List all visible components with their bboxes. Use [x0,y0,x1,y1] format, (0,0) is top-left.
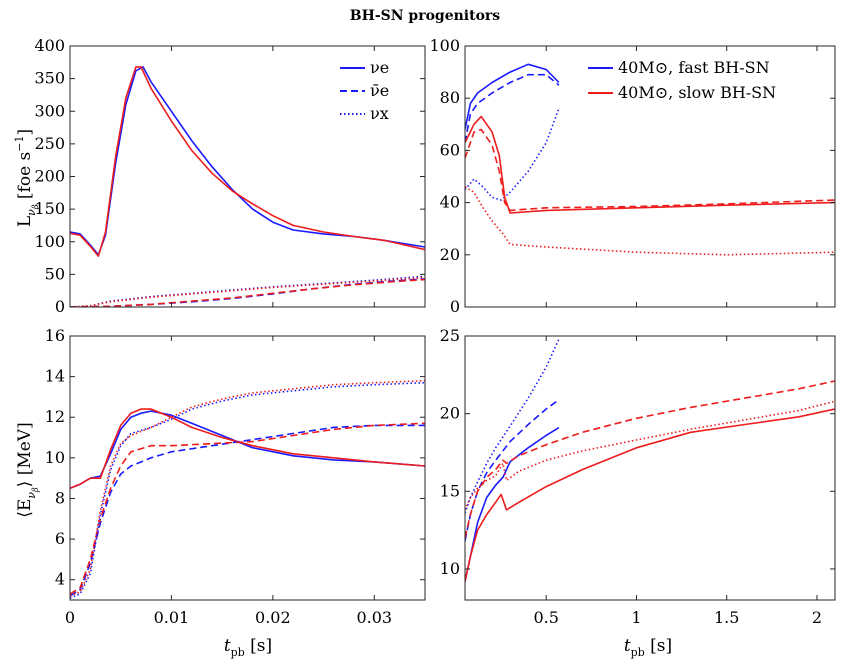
panel-top-left: 0 50 100 150 200 250 300 350 400 νe ν̄e νx [34,36,426,316]
y-tick-label: 400 [34,36,65,55]
x-tick-label: 0.01 [154,608,190,627]
y-tick-label: 300 [34,101,65,120]
y-tick-label: 200 [34,167,65,186]
series-line-2 [465,108,560,201]
series-group [70,379,425,599]
panel-bottom-right: 10 15 20 25 0.5 1 1.5 2 [440,326,836,627]
y-tick-label: 15 [440,481,460,500]
axes-frame [464,45,836,308]
legend: 40M⊙, fast BH-SN 40M⊙, slow BH-SN [588,58,776,102]
series-line-4 [465,380,835,539]
y-tick-label: 50 [45,264,65,283]
legend-label: ν̄e [370,81,389,100]
series-line-5 [70,379,425,597]
xlabel-right: tpb [s] [624,636,672,659]
y-tick-label: 0 [450,297,460,316]
series-line-3 [70,278,425,307]
series-line-3 [465,408,835,582]
y-tick-label: 12 [45,407,65,426]
y-tick-label: 0 [55,297,65,316]
y-tick-label: 350 [34,69,65,88]
panel-top-right: 0 20 40 60 80 100 40M⊙, fast BH-SN 40M⊙, slow B… [429,36,836,316]
x-tick-label: 2 [812,608,822,627]
y-tick-label: 60 [440,140,460,159]
series-line-5 [465,186,835,256]
y-tick-label: 10 [440,559,460,578]
figure-title: BH-SN progenitors [350,8,501,24]
xlabel-left: tpb [s] [224,636,272,659]
series-group [465,338,835,582]
series-line-2 [465,338,560,514]
series-line-1 [465,399,560,542]
y-tick-label: 250 [34,134,65,153]
axes-frame [69,335,426,601]
series-line-0 [465,63,560,130]
legend: νe ν̄e νx [340,58,389,123]
legend-label: 40M⊙, fast BH-SN [618,58,770,77]
x-tick-label: 0.03 [356,608,392,627]
series-line-3 [465,115,835,214]
series-line-1 [70,66,425,257]
axes-frame [464,335,836,601]
y-tick-label: 10 [45,448,65,467]
x-tick-label: 1.5 [714,608,739,627]
series-line-4 [465,128,835,212]
series-line-5 [70,276,425,307]
y-tick-label: 6 [55,529,65,548]
legend-label: νx [370,104,389,123]
series-line-4 [70,275,425,307]
y-tick-label: 16 [45,326,65,345]
series-line-1 [465,73,560,143]
y-tick-label: 100 [34,232,65,251]
y-tick-label: 14 [45,367,65,386]
y-tick-label: 20 [440,404,460,423]
y-tick-label: 80 [440,88,460,107]
x-tick-label: 1 [631,608,641,627]
series-group [465,63,835,256]
x-tick-label: 0.02 [255,608,291,627]
y-tick-label: 150 [34,199,65,218]
series-line-0 [465,426,560,582]
series-line-0 [70,410,425,490]
series-line-4 [70,381,425,599]
y-tick-label: 20 [440,245,460,264]
series-line-2 [70,424,425,597]
y-tick-label: 4 [55,570,65,589]
series-group [70,66,425,307]
y-tick-label: 8 [55,488,65,507]
ylabel-mean-energy: ⟨Eνβ⟩ [MeV] [15,422,40,517]
legend-label: 40M⊙, slow BH-SN [618,83,776,102]
y-tick-label: 40 [440,193,460,212]
x-tick-label: 0 [65,608,75,627]
series-line-1 [70,408,425,490]
y-tick-label: 25 [440,326,460,345]
y-tick-label: 100 [429,36,460,55]
panel-bottom-left: 4 6 8 10 12 14 16 0 0.01 0.02 0.03 [45,326,426,627]
series-line-3 [70,422,425,595]
series-line-5 [465,400,835,511]
legend-label: νe [370,58,389,77]
x-tick-label: 0.5 [533,608,558,627]
